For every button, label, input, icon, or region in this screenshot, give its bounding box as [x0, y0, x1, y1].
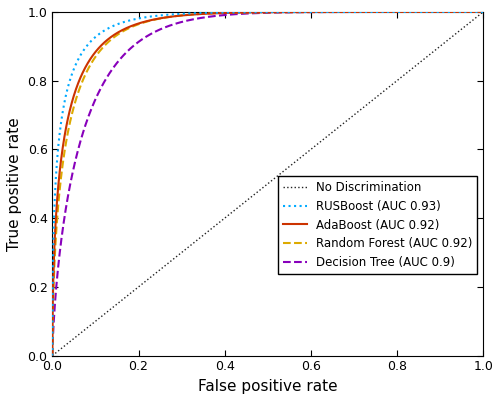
X-axis label: False positive rate: False positive rate [198, 379, 338, 394]
Y-axis label: True positive rate: True positive rate [7, 117, 22, 251]
Legend: No Discrimination, RUSBoost (AUC 0.93), AdaBoost (AUC 0.92), Random Forest (AUC : No Discrimination, RUSBoost (AUC 0.93), … [278, 176, 477, 274]
